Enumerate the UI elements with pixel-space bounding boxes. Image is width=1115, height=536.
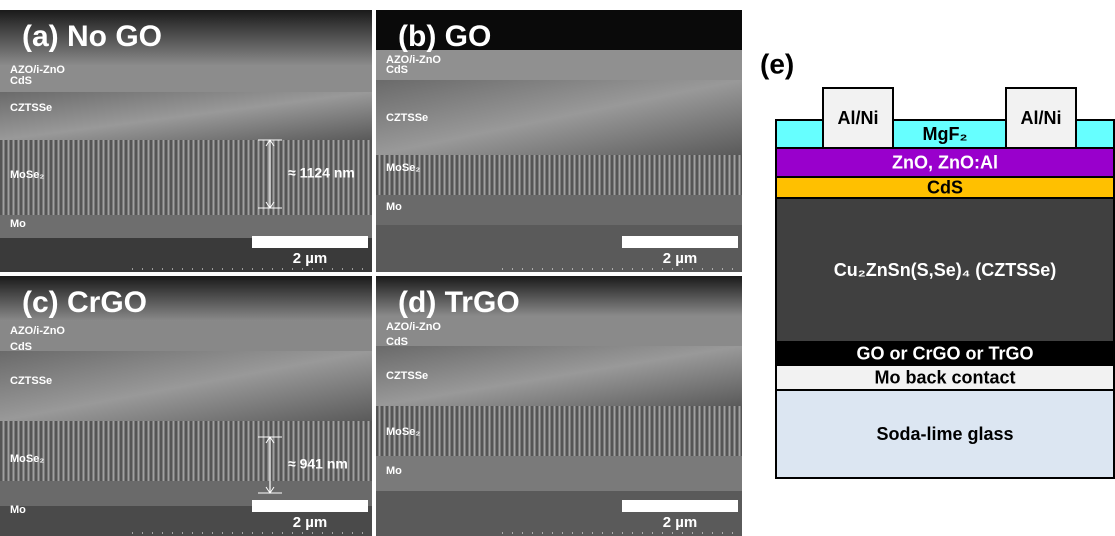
device-layer-label: ZnO, ZnO:Al <box>892 152 998 172</box>
layer-label: Mo <box>386 465 402 477</box>
device-layer-label: CdS <box>927 177 963 197</box>
sem-panel: (c) CrGO AZO/i-ZnO CdS CZTSSe MoSe₂ Mo ≈ 941 n… <box>0 276 372 536</box>
panel-label: (a) No GO <box>22 20 162 53</box>
sem-region <box>376 80 742 155</box>
layer-label: CdS <box>386 64 408 76</box>
layer-label: CdS <box>10 75 32 87</box>
sem-region <box>376 195 742 225</box>
layer-label: MoSe₂ <box>386 162 420 174</box>
device-label: (e) <box>760 48 794 79</box>
panel-label: (d) TrGO <box>398 286 520 319</box>
scale-bar-label: 2 µm <box>293 514 328 531</box>
layer-label: MoSe₂ <box>386 426 420 438</box>
layer-label: AZO/i-ZnO <box>386 321 441 333</box>
panel-label: (c) CrGO <box>22 286 147 319</box>
layer-label: Mo <box>386 201 402 213</box>
layer-label: Mo <box>10 504 26 516</box>
layer-label: CZTSSe <box>386 112 428 124</box>
sem-region <box>376 346 742 406</box>
layer-label: CdS <box>386 336 408 348</box>
scale-bar-label: 2 µm <box>663 250 698 267</box>
figure: (a) No GO AZO/i-ZnO CdS CZTSSe MoSe₂ Mo ≈ 1124… <box>0 0 1115 536</box>
device-layer-label: GO or CrGO or TrGO <box>856 343 1033 363</box>
sem-region <box>0 215 372 238</box>
device-layer-label: Cu₂ZnSn(S,Se)₄ (CZTSSe) <box>834 260 1057 280</box>
device-layer-label: MgF₂ <box>923 124 968 144</box>
panel-label: (b) GO <box>398 20 491 53</box>
contact-label: Al/Ni <box>1020 108 1061 128</box>
layer-label: CZTSSe <box>10 375 52 387</box>
sem-region <box>376 406 742 456</box>
contact-label: Al/Ni <box>837 108 878 128</box>
scale-bar-label: 2 µm <box>663 514 698 531</box>
scale-bar <box>252 236 368 248</box>
thickness-label: ≈ 1124 nm <box>288 165 355 181</box>
scale-bar <box>622 500 738 512</box>
layer-label: AZO/i-ZnO <box>10 325 65 337</box>
layer-label: CdS <box>10 341 32 353</box>
layer-label: CZTSSe <box>386 370 428 382</box>
sem-region <box>0 351 372 421</box>
device-layer-label: Soda-lime glass <box>876 424 1013 444</box>
device-layer-label: Mo back contact <box>874 367 1015 387</box>
scale-bar-label: 2 µm <box>293 250 328 267</box>
sem-region <box>376 456 742 491</box>
scale-bar <box>622 236 738 248</box>
sem-region <box>0 92 372 140</box>
layer-label: Mo <box>10 218 26 230</box>
layer-label: MoSe₂ <box>10 453 44 465</box>
layer-label: MoSe₂ <box>10 169 44 181</box>
sem-region <box>0 421 372 481</box>
sem-region <box>376 155 742 195</box>
thickness-label: ≈ 941 nm <box>288 456 348 472</box>
device-diagram: (e) MgF₂ ZnO, ZnO:Al CdS Cu₂ZnSn(S,Se)₄ (CZ… <box>760 48 1114 478</box>
scale-bar <box>252 500 368 512</box>
layer-label: CZTSSe <box>10 102 52 114</box>
